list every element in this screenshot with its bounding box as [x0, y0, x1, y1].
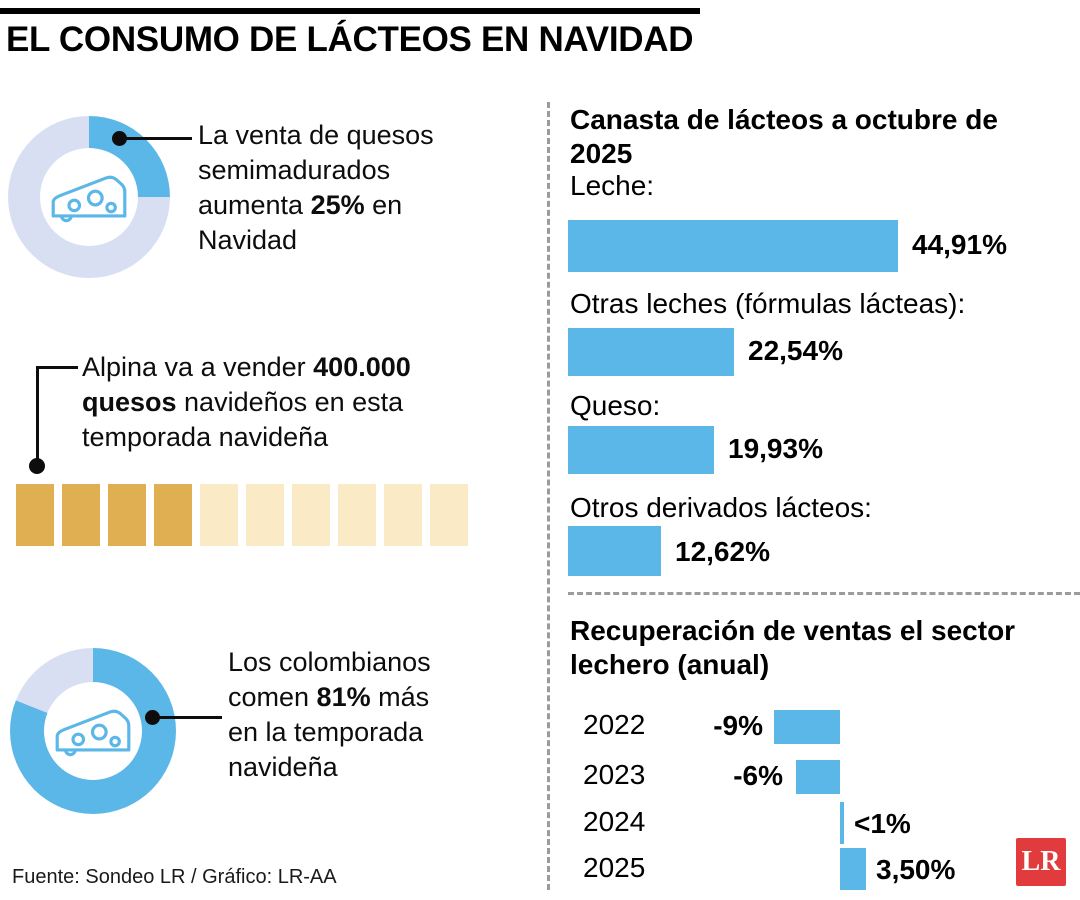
basket-value-2: 19,93% [728, 433, 823, 464]
basket-bar-3 [568, 526, 661, 576]
page-title: EL CONSUMO DE LÁCTEOS EN NAVIDAD [6, 20, 694, 59]
callout-dot [145, 710, 160, 725]
waffle-cell [16, 484, 54, 546]
fact-alpina: Alpina va a vender 400.000 quesos navide… [82, 350, 484, 455]
callout-line [36, 366, 78, 369]
recovery-bar-0 [774, 710, 840, 744]
fact-consumption: Los colombianos comen 81% más en la temp… [228, 645, 463, 785]
recovery-chart-title: Recuperación de ventas el sector lechero… [570, 615, 1016, 680]
basket-label: Queso: [570, 390, 661, 421]
vertical-dashed-divider [547, 102, 550, 890]
recovery-year: 2023 [583, 759, 646, 790]
basket-label: Otros derivados lácteos: [570, 492, 872, 523]
title-rule [0, 8, 700, 14]
fact-text: navideños en esta temporada navideña [82, 387, 404, 452]
fact-text: Alpina va a vender [82, 352, 314, 382]
recovery-bar-3 [840, 848, 866, 890]
callout-line [126, 137, 192, 140]
recovery-bar-2 [840, 802, 844, 844]
waffle-chart [16, 484, 468, 546]
waffle-cell [338, 484, 376, 546]
basket-chart-title: Canasta de lácteos a octubre de 2025 [570, 104, 998, 169]
donut-chart-cheese-sales [8, 116, 170, 278]
callout-dot [112, 131, 127, 146]
fact-text: en Navidad [198, 190, 403, 255]
waffle-cell [154, 484, 192, 546]
horizontal-dashed-divider [568, 592, 1080, 595]
waffle-cell [62, 484, 100, 546]
recovery-value: -9% [713, 710, 763, 741]
recovery-value: <1% [854, 808, 911, 839]
recovery-value: -6% [733, 760, 783, 791]
basket-value-0: 44,91% [912, 229, 1007, 260]
fact-text: Los colombianos comen [228, 647, 431, 712]
waffle-cell [292, 484, 330, 546]
donut-chart-consumption [10, 648, 176, 814]
fact-highlight: 81% [316, 682, 371, 712]
fact-text: más en la temporada navideña [228, 682, 430, 782]
callout-dot [29, 458, 45, 474]
waffle-cell [384, 484, 422, 546]
lr-logo-text: LR [1021, 846, 1061, 877]
fact-highlight: 400.000 quesos [82, 352, 411, 417]
recovery-year: 2024 [583, 806, 646, 837]
fact-cheese-sales: La venta de quesos semimadurados aumenta… [198, 118, 470, 258]
source-credit: Fuente: Sondeo LR / Gráfico: LR-AA [12, 866, 337, 888]
recovery-value: 3,50% [876, 854, 956, 885]
basket-value-1: 22,54% [748, 335, 843, 366]
basket-label: Otras leches (fórmulas lácteas): [570, 288, 966, 319]
callout-line [36, 366, 39, 461]
basket-bar-1 [568, 328, 734, 376]
recovery-year: 2022 [583, 709, 646, 740]
callout-line [158, 716, 222, 719]
waffle-cell [430, 484, 468, 546]
basket-bar-2 [568, 426, 714, 474]
waffle-cell [246, 484, 284, 546]
waffle-cell [200, 484, 238, 546]
lr-logo: LR [1016, 838, 1066, 886]
basket-label: Leche: [570, 170, 655, 201]
recovery-bar-1 [796, 760, 840, 794]
waffle-cell [108, 484, 146, 546]
fact-text: La venta de quesos semimadurados aumenta [198, 120, 434, 220]
recovery-year: 2025 [583, 852, 646, 883]
basket-bar-0 [568, 220, 898, 272]
basket-value-3: 12,62% [675, 536, 770, 567]
fact-highlight: 25% [310, 190, 365, 220]
cheese-icon [55, 709, 131, 757]
cheese-icon [51, 175, 127, 223]
